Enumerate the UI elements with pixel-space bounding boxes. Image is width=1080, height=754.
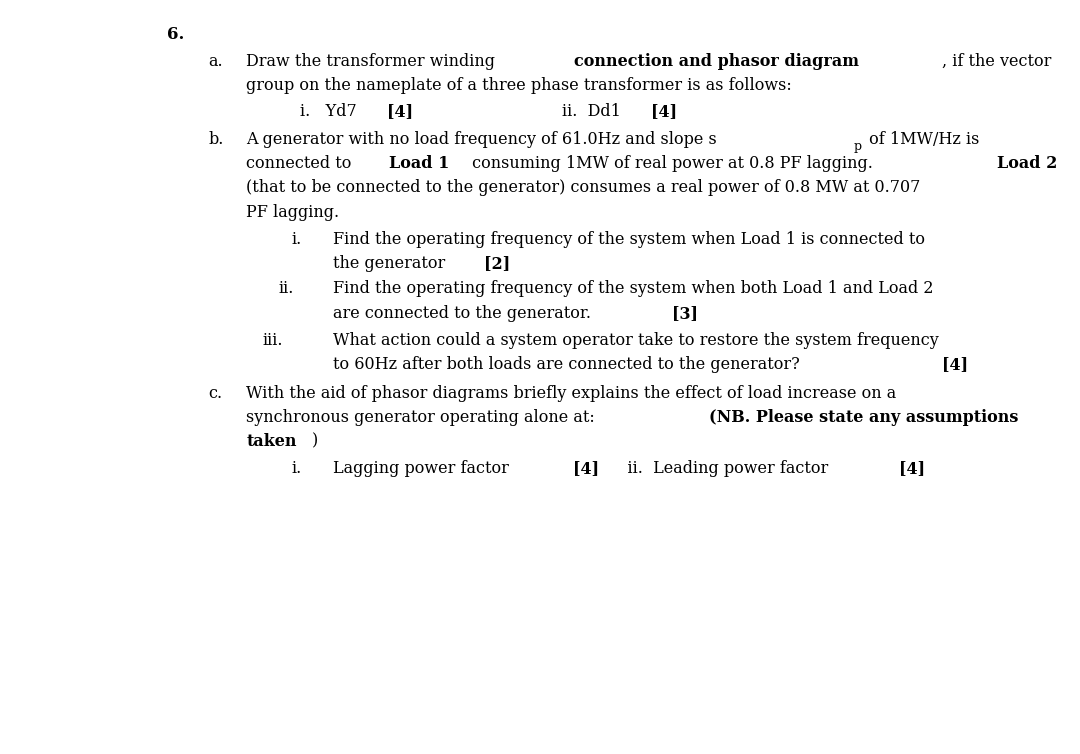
Text: [2]: [2] [484, 255, 511, 272]
Text: Load 2: Load 2 [997, 155, 1057, 173]
Text: ): ) [311, 433, 318, 450]
Text: are connected to the generator.: are connected to the generator. [333, 305, 596, 322]
Text: [4]: [4] [899, 460, 924, 477]
Text: Lagging power factor: Lagging power factor [333, 460, 518, 477]
Text: Find the operating frequency of the system when Load 1 is connected to: Find the operating frequency of the syst… [333, 231, 924, 248]
Text: Draw the transformer winding: Draw the transformer winding [246, 53, 500, 70]
Text: consuming 1MW of real power at 0.8 PF lagging.: consuming 1MW of real power at 0.8 PF la… [467, 155, 878, 173]
Text: i.   Yd7: i. Yd7 [300, 103, 367, 120]
Text: [4]: [4] [387, 103, 413, 120]
Text: (NB. Please state any assumptions: (NB. Please state any assumptions [710, 409, 1018, 426]
Text: b.: b. [208, 131, 224, 149]
Text: Load 1: Load 1 [389, 155, 449, 173]
Text: ii.  Leading power factor: ii. Leading power factor [607, 460, 833, 477]
Text: i.: i. [292, 460, 301, 477]
Text: What action could a system operator take to restore the system frequency: What action could a system operator take… [333, 332, 939, 349]
Text: ii.: ii. [279, 280, 294, 298]
Text: With the aid of phasor diagrams briefly explains the effect of load increase on : With the aid of phasor diagrams briefly … [246, 385, 896, 402]
Text: [4]: [4] [942, 356, 968, 373]
Text: iii.: iii. [262, 332, 283, 349]
Text: Find the operating frequency of the system when both Load 1 and Load 2: Find the operating frequency of the syst… [333, 280, 933, 298]
Text: p: p [853, 140, 862, 153]
Text: synchronous generator operating alone at:: synchronous generator operating alone at… [246, 409, 605, 426]
Text: ii.  Dd1: ii. Dd1 [562, 103, 631, 120]
Text: , if the vector: , if the vector [942, 53, 1051, 70]
Text: PF lagging.: PF lagging. [246, 204, 339, 221]
Text: [4]: [4] [651, 103, 677, 120]
Text: group on the nameplate of a three phase transformer is as follows:: group on the nameplate of a three phase … [246, 77, 792, 94]
Text: 6.: 6. [167, 26, 185, 44]
Text: c.: c. [208, 385, 222, 402]
Text: connection and phasor diagram: connection and phasor diagram [575, 53, 860, 70]
Text: [3]: [3] [672, 305, 698, 322]
Text: a.: a. [208, 53, 224, 70]
Text: connected to: connected to [246, 155, 356, 173]
Text: A generator with no load frequency of 61.0Hz and slope s: A generator with no load frequency of 61… [246, 131, 717, 149]
Text: taken: taken [246, 433, 297, 450]
Text: of 1MW/Hz is: of 1MW/Hz is [864, 131, 980, 149]
Text: to 60Hz after both loads are connected to the generator?: to 60Hz after both loads are connected t… [333, 356, 805, 373]
Text: (that to be connected to the generator) consumes a real power of 0.8 MW at 0.707: (that to be connected to the generator) … [246, 179, 920, 197]
Text: i.: i. [292, 231, 301, 248]
Text: [4]: [4] [572, 460, 599, 477]
Text: the generator: the generator [333, 255, 450, 272]
